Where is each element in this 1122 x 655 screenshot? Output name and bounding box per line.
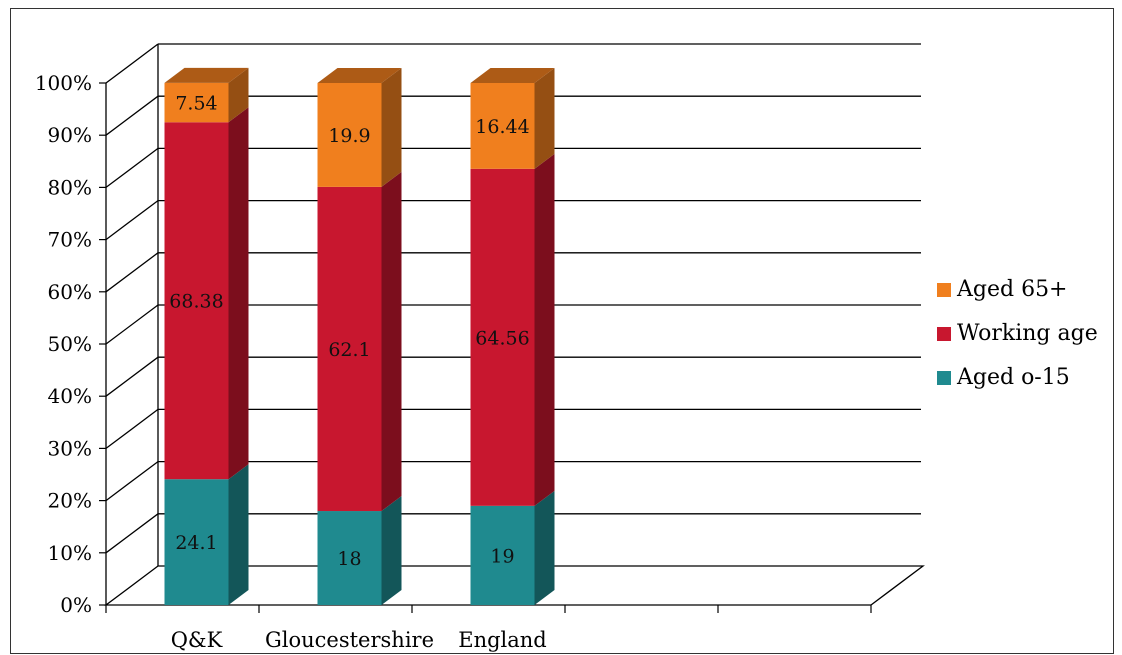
data-label: 68.38 [169, 291, 223, 313]
legend-swatch [937, 283, 951, 297]
y-tick-label: 100% [35, 71, 92, 95]
gridline-side [105, 408, 159, 449]
data-label: 19.9 [328, 125, 370, 147]
gridline-side [105, 200, 159, 241]
legend-swatch [937, 327, 951, 341]
bar-segment [317, 186, 382, 512]
x-category-label: Gloucestershire [265, 628, 434, 652]
gridline-side [105, 461, 159, 502]
y-tick-label: 10% [48, 541, 92, 565]
bar-side [534, 68, 555, 169]
bar-top [470, 68, 555, 83]
data-label: 7.54 [175, 93, 217, 115]
bar-side [228, 464, 249, 605]
bar-segment [317, 83, 382, 187]
bar-side [381, 496, 402, 605]
bar-segment [164, 82, 229, 123]
gridline-side [105, 43, 159, 84]
gridline-side [105, 513, 159, 554]
data-label: 24.1 [175, 532, 217, 554]
bar-segment [317, 511, 382, 605]
legend-label: Aged 65+ [956, 277, 1068, 302]
chart-frame: 0% 10% 20% 30% 40% 50% 60% 70% 80% 90% 100% 24.1 68.… [10, 8, 1114, 654]
bar-side [228, 107, 249, 480]
y-tick-label: 0% [60, 593, 92, 617]
legend-swatch [937, 371, 951, 385]
bar-segment [470, 505, 535, 605]
x-category-label: England [458, 628, 547, 652]
gridline-side [105, 304, 159, 345]
gridline-side [105, 147, 159, 188]
y-tick-label: 70% [48, 228, 92, 252]
gridline-side [105, 95, 159, 136]
y-tick-label: 80% [48, 175, 92, 199]
bar-side [228, 67, 249, 123]
bar-segment [164, 479, 229, 605]
data-label: 19 [490, 545, 514, 567]
data-label: 16.44 [475, 116, 529, 138]
bar-top [164, 67, 249, 83]
y-tick-label: 20% [48, 489, 92, 513]
data-label: 64.56 [475, 327, 529, 349]
chart-floor [104, 565, 925, 606]
y-tick-label: 50% [48, 332, 92, 356]
legend-label: Aged o-15 [956, 365, 1070, 390]
bar-segment [470, 83, 535, 169]
data-label: 18 [337, 548, 361, 570]
bar-top [317, 68, 402, 83]
bar-segment [470, 168, 535, 506]
bar-side [534, 490, 555, 605]
bar-side [534, 153, 555, 506]
bar-side [381, 171, 402, 512]
x-category-label: Q&K [171, 628, 223, 652]
legend-label: Working age [957, 321, 1098, 346]
y-tick-label: 30% [48, 436, 92, 460]
bar-segment [164, 122, 229, 480]
gridline-side [105, 356, 159, 397]
y-tick-label: 60% [48, 280, 92, 304]
stacked-bar-chart: 0% 10% 20% 30% 40% 50% 60% 70% 80% 90% 100% 24.1 68.… [35, 43, 1098, 652]
y-tick-label: 40% [48, 384, 92, 408]
bar-side [381, 68, 402, 187]
gridline-side [105, 252, 159, 293]
y-tick-label: 90% [48, 123, 92, 147]
data-label: 62.1 [328, 339, 370, 361]
